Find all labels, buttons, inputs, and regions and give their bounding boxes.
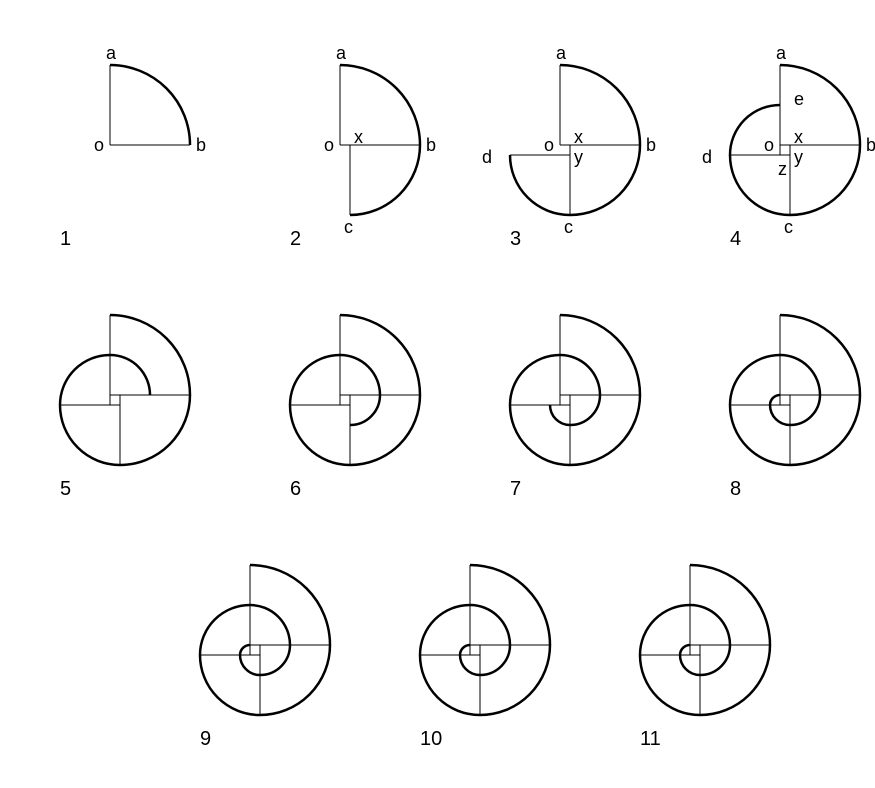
pt-label-b: b xyxy=(646,135,656,155)
pt-label-d: d xyxy=(702,147,712,167)
pt-label-x: x xyxy=(574,127,583,147)
cell-number-6: 6 xyxy=(290,478,301,500)
spiral-cell-5 xyxy=(60,315,190,465)
pt-label-y: y xyxy=(574,147,583,167)
pt-label-y: y xyxy=(794,147,803,167)
cell-number-5: 5 xyxy=(60,478,71,500)
cell-number-4: 4 xyxy=(730,228,741,250)
pt-label-e: e xyxy=(794,89,804,109)
pt-label-o: o xyxy=(764,135,774,155)
cell-number-11: 11 xyxy=(640,728,661,750)
pt-label-a: a xyxy=(336,43,347,63)
pt-label-d: d xyxy=(482,147,492,167)
pt-label-a: a xyxy=(106,43,117,63)
cell-number-10: 10 xyxy=(420,728,442,750)
cell-number-2: 2 xyxy=(290,228,301,250)
spiral-cell-8 xyxy=(730,315,860,465)
spiral-cell-10 xyxy=(420,565,550,715)
pt-label-x: x xyxy=(354,127,363,147)
cell-number-9: 9 xyxy=(200,728,211,750)
cell-number-1: 1 xyxy=(60,228,71,250)
pt-label-o: o xyxy=(544,135,554,155)
spiral-cell-3: a b c d oxy xyxy=(482,43,656,237)
cell-number-3: 3 xyxy=(510,228,521,250)
spiral-cell-4: a b c d e oxyz xyxy=(702,43,875,237)
spiral-cell-7 xyxy=(510,315,640,465)
pt-label-c: c xyxy=(784,217,793,237)
pt-label-o: o xyxy=(324,135,334,155)
cell-number-7: 7 xyxy=(510,478,521,500)
spiral-cell-6 xyxy=(290,315,420,465)
spiral-cell-2: a b c ox xyxy=(324,43,436,237)
spiral-diagram: abo1abcox2abcdoxy3abcdeoxyz4567891011 xyxy=(0,0,875,788)
pt-label-z: z xyxy=(778,159,787,179)
pt-label-a: a xyxy=(556,43,567,63)
pt-label-b: b xyxy=(426,135,436,155)
pt-label-a: a xyxy=(776,43,787,63)
spiral-cell-9 xyxy=(200,565,330,715)
pt-label-o: o xyxy=(94,135,104,155)
pt-label-c: c xyxy=(564,217,573,237)
pt-label-b: b xyxy=(196,135,206,155)
pt-label-x: x xyxy=(794,127,803,147)
cell-number-8: 8 xyxy=(730,478,741,500)
spiral-cell-11 xyxy=(640,565,770,715)
pt-label-c: c xyxy=(344,217,353,237)
spiral-cell-1: a b o xyxy=(94,43,206,155)
pt-label-b: b xyxy=(866,135,875,155)
